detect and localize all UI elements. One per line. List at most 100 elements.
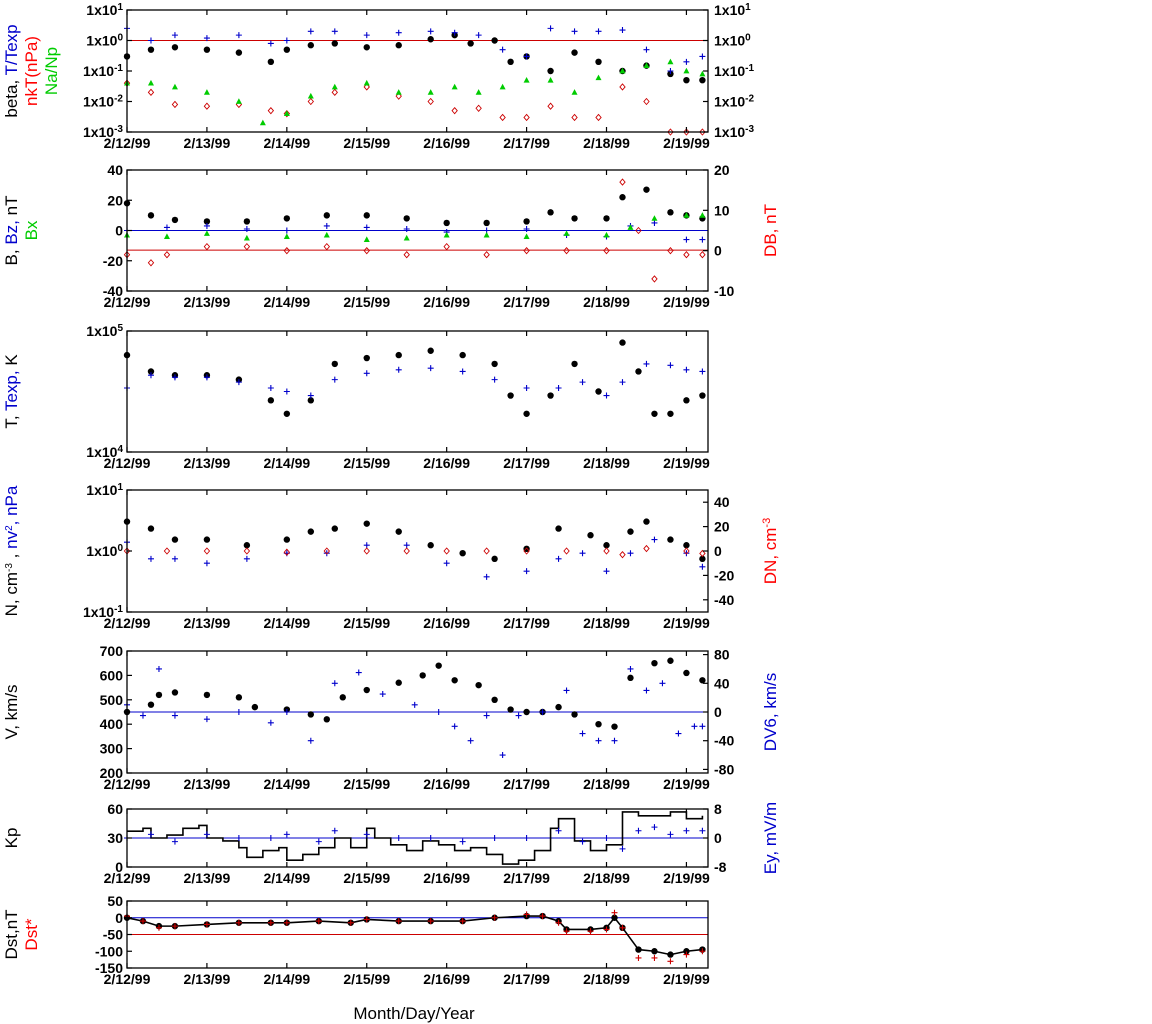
data-point xyxy=(603,542,610,549)
data-point xyxy=(331,360,338,368)
data-point xyxy=(699,827,706,834)
x-tick-label: 2/19/99 xyxy=(663,776,710,792)
data-point xyxy=(243,225,250,232)
data-point xyxy=(203,242,211,251)
y-tick-label: 0 xyxy=(115,223,123,239)
data-point xyxy=(203,831,210,838)
y-tick-label-base: 1x10 xyxy=(86,2,117,18)
data-point xyxy=(595,58,602,66)
data-point xyxy=(523,113,530,122)
series-nv2 xyxy=(124,536,706,580)
data-point xyxy=(475,681,482,689)
data-point xyxy=(683,251,690,259)
data-point xyxy=(203,691,211,699)
y-axis-title-part: nv xyxy=(2,530,21,548)
y-tick-label-right: 1x10-1 xyxy=(714,63,754,80)
x-tick-label: 2/17/99 xyxy=(503,776,550,792)
y-tick-label: -40 xyxy=(103,283,123,299)
data-point xyxy=(555,827,562,834)
x-tick-label: 2/12/99 xyxy=(104,135,151,151)
data-point xyxy=(603,835,610,841)
y-tick-label-base: 1x10 xyxy=(86,33,117,49)
y-axis-title-part: Na/Np xyxy=(42,47,61,95)
x-tick-label: 2/14/99 xyxy=(263,615,310,631)
data-point xyxy=(523,708,530,716)
y-tick-label-exp: 1 xyxy=(117,482,123,493)
x-tick-label: 2/14/99 xyxy=(263,455,310,471)
data-point xyxy=(283,831,290,838)
data-point xyxy=(667,362,674,369)
y-tick-label-exp: 0 xyxy=(117,32,123,43)
data-point xyxy=(331,376,338,383)
y-axis-title-part: V, km/s xyxy=(2,684,21,739)
y-tick-label: 1x10-1 xyxy=(83,604,123,621)
panel-dst: 2/12/99 2/13/99 2/14/99 2/15/99 2/16/99 2/17/… xyxy=(2,893,710,987)
data-point xyxy=(523,233,530,239)
data-point xyxy=(619,924,626,931)
data-point xyxy=(523,568,530,575)
y-tick-label-base: 0 xyxy=(115,223,123,239)
x-tick-label: 2/17/99 xyxy=(503,294,550,310)
data-point xyxy=(699,212,706,218)
data-point xyxy=(147,79,154,86)
data-point xyxy=(683,212,690,218)
y-tick-label: 0 xyxy=(115,910,123,926)
data-point xyxy=(571,113,578,122)
data-point xyxy=(355,669,362,676)
y-tick-label: 1x101 xyxy=(86,2,123,19)
data-point xyxy=(547,25,554,32)
data-point xyxy=(147,701,155,708)
data-point xyxy=(619,67,626,74)
y-tick-label-base: 1x10 xyxy=(714,2,745,18)
data-point xyxy=(603,568,610,575)
data-point xyxy=(611,909,618,916)
data-point xyxy=(491,360,498,368)
data-point xyxy=(683,948,690,955)
series-kp xyxy=(127,811,704,865)
data-point xyxy=(283,46,291,53)
data-point xyxy=(651,824,658,831)
right-axis-title: Ey, mV/m xyxy=(761,802,780,874)
y-tick-label-exp: 1 xyxy=(745,2,751,13)
data-point xyxy=(491,696,498,703)
data-point xyxy=(699,563,706,570)
data-point xyxy=(595,721,602,728)
y-tick-label-right: 0 xyxy=(714,830,722,846)
y-axis-title: Kp xyxy=(2,828,21,849)
series-line xyxy=(126,915,703,956)
data-point xyxy=(427,28,434,35)
data-point xyxy=(667,410,674,417)
data-point xyxy=(483,547,490,555)
data-point xyxy=(363,520,370,527)
y-tick-label-base: 60 xyxy=(107,801,123,817)
x-tick-label: 2/16/99 xyxy=(423,135,470,151)
panel-plasma-ratios: 2/12/99 2/13/99 2/14/99 2/15/99 2/16/99 2/17/… xyxy=(2,2,754,152)
data-point xyxy=(683,128,690,136)
data-point xyxy=(563,687,570,694)
data-point xyxy=(555,525,562,532)
data-point xyxy=(283,37,290,44)
y-tick-label-right: 8 xyxy=(714,801,722,817)
y-tick-label: -100 xyxy=(95,943,123,959)
y-tick-label-base: -40 xyxy=(103,283,123,299)
x-tick-label: 2/16/99 xyxy=(423,615,470,631)
data-point xyxy=(643,687,650,694)
right-axis-title-text: DV6, km/s xyxy=(761,673,780,751)
data-point xyxy=(203,102,211,110)
right-axis-title: DN, cm-3 xyxy=(761,518,780,584)
data-point xyxy=(363,44,370,51)
data-point xyxy=(147,372,154,379)
data-point xyxy=(619,178,626,186)
data-point xyxy=(491,376,498,383)
data-point xyxy=(483,573,490,580)
y-tick-label: 1x105 xyxy=(86,323,123,340)
x-tick-label: 2/15/99 xyxy=(343,294,390,310)
y-axis-title-part: Kp xyxy=(2,828,21,849)
data-point xyxy=(683,550,690,557)
y-tick-label-base: 0 xyxy=(115,859,123,875)
y-axis-title-part: beta, xyxy=(2,75,21,117)
x-tick-label: 2/17/99 xyxy=(503,615,550,631)
y-axis-title-part: T, xyxy=(2,411,21,429)
data-point xyxy=(699,723,706,730)
y-tick-label-right: 1x10-3 xyxy=(714,124,754,141)
